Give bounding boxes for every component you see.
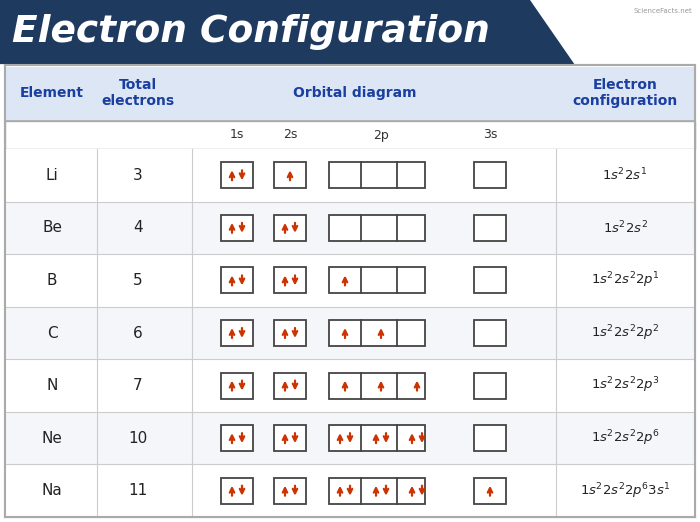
FancyBboxPatch shape	[274, 162, 306, 188]
Text: 10: 10	[128, 431, 148, 446]
FancyBboxPatch shape	[329, 267, 425, 293]
Text: 2p: 2p	[373, 128, 389, 141]
Text: $1s^22s^22p^63s^1$: $1s^22s^22p^63s^1$	[580, 481, 671, 501]
FancyBboxPatch shape	[5, 465, 695, 517]
FancyBboxPatch shape	[274, 425, 306, 451]
Text: Be: Be	[42, 220, 62, 235]
Text: $1s^22s^1$: $1s^22s^1$	[603, 167, 648, 184]
FancyBboxPatch shape	[474, 373, 506, 399]
Text: 3s: 3s	[483, 128, 497, 141]
Text: B: B	[47, 273, 57, 288]
Text: Orbital diagram: Orbital diagram	[293, 86, 416, 100]
FancyBboxPatch shape	[329, 215, 425, 241]
Text: $1s^22s^22p^1$: $1s^22s^22p^1$	[591, 270, 659, 290]
Text: Ne: Ne	[41, 431, 62, 446]
FancyBboxPatch shape	[5, 65, 695, 517]
Text: 1s: 1s	[230, 128, 244, 141]
Text: Element: Element	[20, 86, 84, 100]
FancyBboxPatch shape	[329, 478, 425, 504]
FancyBboxPatch shape	[5, 201, 695, 254]
FancyBboxPatch shape	[5, 307, 695, 359]
FancyBboxPatch shape	[274, 320, 306, 346]
Text: Na: Na	[41, 483, 62, 498]
Text: 5: 5	[133, 273, 143, 288]
FancyBboxPatch shape	[5, 254, 695, 307]
FancyBboxPatch shape	[221, 267, 253, 293]
FancyBboxPatch shape	[329, 425, 425, 451]
FancyBboxPatch shape	[221, 478, 253, 504]
FancyBboxPatch shape	[221, 373, 253, 399]
Text: 3: 3	[133, 168, 143, 183]
Text: Electron
configuration: Electron configuration	[573, 78, 678, 108]
FancyBboxPatch shape	[274, 215, 306, 241]
FancyBboxPatch shape	[221, 215, 253, 241]
FancyBboxPatch shape	[5, 359, 695, 412]
FancyBboxPatch shape	[329, 162, 425, 188]
Text: Total
electrons: Total electrons	[102, 78, 174, 108]
FancyBboxPatch shape	[329, 373, 425, 399]
FancyBboxPatch shape	[474, 425, 506, 451]
Text: $1s^22s^2$: $1s^22s^2$	[603, 220, 648, 236]
Text: C: C	[47, 326, 57, 340]
FancyBboxPatch shape	[474, 320, 506, 346]
FancyBboxPatch shape	[5, 412, 695, 465]
Polygon shape	[0, 0, 575, 65]
Text: Electron Configuration: Electron Configuration	[12, 15, 490, 51]
FancyBboxPatch shape	[221, 162, 253, 188]
Text: N: N	[46, 378, 57, 393]
Text: 2s: 2s	[283, 128, 298, 141]
FancyBboxPatch shape	[5, 149, 695, 201]
Text: $1s^22s^22p^2$: $1s^22s^22p^2$	[591, 323, 659, 343]
FancyBboxPatch shape	[329, 320, 425, 346]
FancyBboxPatch shape	[474, 215, 506, 241]
Text: ScienceFacts.net: ScienceFacts.net	[634, 8, 692, 14]
FancyBboxPatch shape	[474, 267, 506, 293]
FancyBboxPatch shape	[221, 320, 253, 346]
Text: 4: 4	[133, 220, 143, 235]
FancyBboxPatch shape	[221, 425, 253, 451]
Text: 6: 6	[133, 326, 143, 340]
Text: $1s^22s^22p^6$: $1s^22s^22p^6$	[591, 429, 659, 448]
Text: $1s^22s^22p^3$: $1s^22s^22p^3$	[591, 376, 659, 395]
FancyBboxPatch shape	[274, 373, 306, 399]
Text: 7: 7	[133, 378, 143, 393]
FancyBboxPatch shape	[474, 162, 506, 188]
FancyBboxPatch shape	[5, 121, 695, 149]
Text: 11: 11	[128, 483, 148, 498]
Text: Li: Li	[46, 168, 58, 183]
FancyBboxPatch shape	[5, 65, 695, 121]
FancyBboxPatch shape	[274, 267, 306, 293]
FancyBboxPatch shape	[474, 478, 506, 504]
FancyBboxPatch shape	[274, 478, 306, 504]
